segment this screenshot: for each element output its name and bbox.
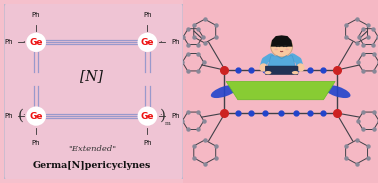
Text: Ph: Ph [4, 113, 12, 119]
Circle shape [26, 33, 46, 52]
Text: [N]: [N] [80, 70, 103, 84]
Text: Ph: Ph [143, 140, 152, 146]
Text: Ge: Ge [141, 38, 154, 47]
Text: ·: · [159, 112, 162, 121]
Polygon shape [271, 35, 293, 47]
Text: "Extended": "Extended" [68, 145, 116, 154]
Polygon shape [268, 56, 296, 68]
Circle shape [26, 107, 46, 126]
Text: Ph: Ph [171, 113, 180, 119]
Text: Ge: Ge [29, 112, 43, 121]
Text: ·: · [159, 38, 162, 47]
Text: Germa[N]pericyclynes: Germa[N]pericyclynes [33, 161, 151, 170]
Ellipse shape [285, 48, 289, 50]
Text: Ph: Ph [32, 140, 40, 146]
Text: ·: · [22, 38, 25, 47]
Ellipse shape [274, 48, 278, 50]
Ellipse shape [265, 71, 271, 74]
Text: m: m [165, 121, 171, 126]
Polygon shape [226, 81, 335, 100]
Ellipse shape [292, 71, 299, 74]
FancyBboxPatch shape [4, 2, 183, 181]
Circle shape [138, 107, 157, 126]
Text: ): ) [160, 109, 166, 123]
Text: (: ( [18, 109, 24, 123]
Text: Ph: Ph [171, 39, 180, 45]
FancyBboxPatch shape [265, 66, 298, 74]
Ellipse shape [211, 85, 238, 98]
Text: Ph: Ph [32, 12, 40, 18]
Ellipse shape [324, 85, 350, 98]
Text: Ph: Ph [4, 39, 12, 45]
Circle shape [138, 33, 157, 52]
Text: Ge: Ge [29, 38, 43, 47]
Text: ·: · [22, 112, 25, 121]
Text: Ph: Ph [143, 12, 152, 18]
Text: Ge: Ge [141, 112, 154, 121]
Circle shape [271, 36, 293, 57]
